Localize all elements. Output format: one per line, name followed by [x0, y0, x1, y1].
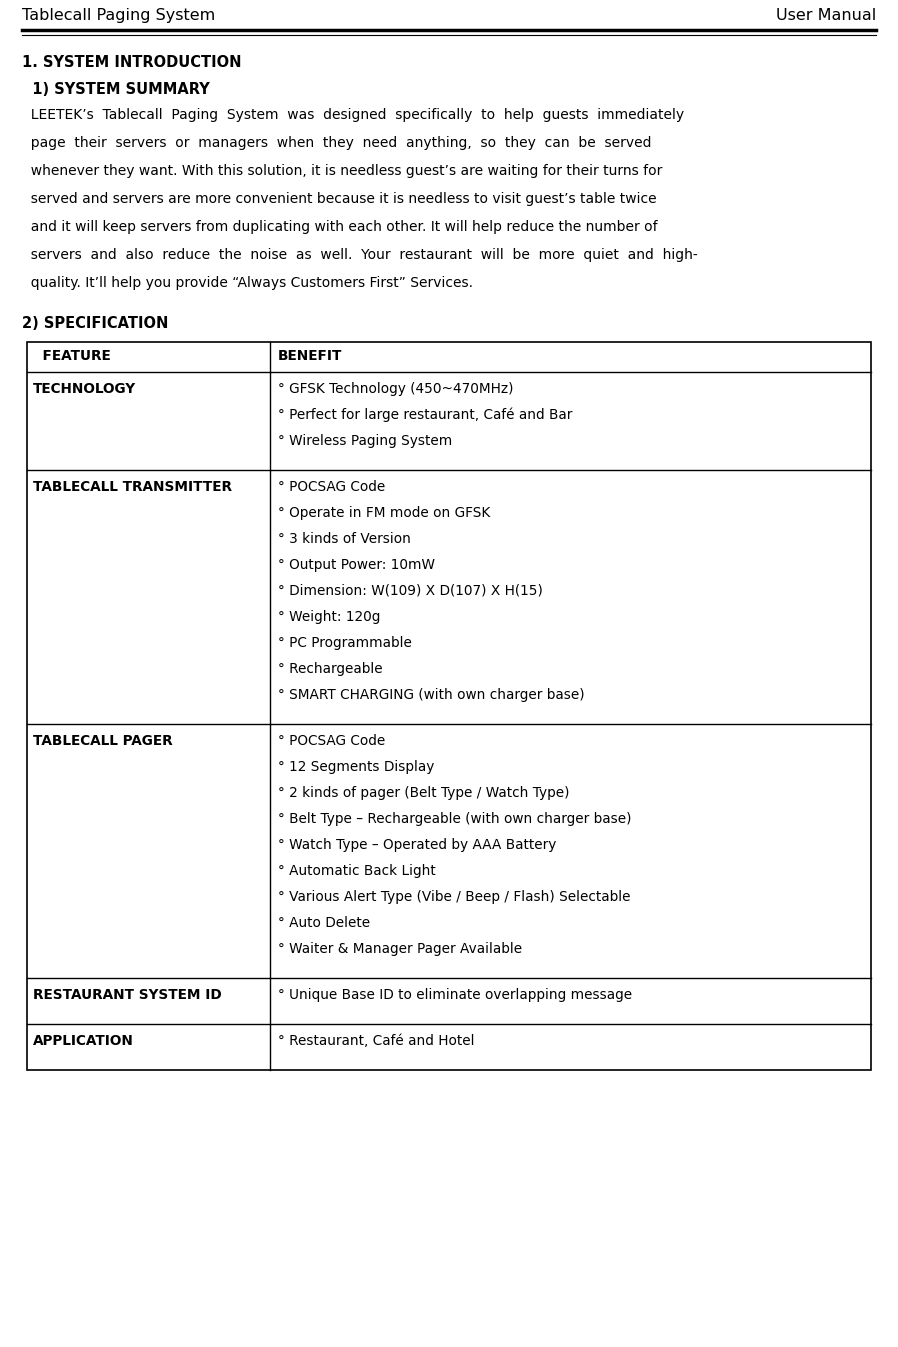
Text: ° Watch Type – Operated by AAA Battery: ° Watch Type – Operated by AAA Battery: [278, 838, 557, 853]
Text: 2) SPECIFICATION: 2) SPECIFICATION: [22, 317, 169, 331]
Text: User Manual: User Manual: [776, 8, 876, 23]
Text: ° Restaurant, Café and Hotel: ° Restaurant, Café and Hotel: [278, 1034, 474, 1048]
Text: ° Waiter & Manager Pager Available: ° Waiter & Manager Pager Available: [278, 942, 522, 956]
Text: ° Belt Type – Rechargeable (with own charger base): ° Belt Type – Rechargeable (with own cha…: [278, 812, 631, 826]
Text: quality. It’ll help you provide “Always Customers First” Services.: quality. It’ll help you provide “Always …: [22, 276, 473, 290]
Text: ° 3 kinds of Version: ° 3 kinds of Version: [278, 532, 411, 546]
Text: APPLICATION: APPLICATION: [33, 1034, 134, 1048]
Text: ° POCSAG Code: ° POCSAG Code: [278, 734, 385, 748]
Text: 1) SYSTEM SUMMARY: 1) SYSTEM SUMMARY: [22, 82, 210, 97]
Text: servers  and  also  reduce  the  noise  as  well.  Your  restaurant  will  be  m: servers and also reduce the noise as wel…: [22, 248, 698, 263]
Text: ° Unique Base ID to eliminate overlapping message: ° Unique Base ID to eliminate overlappin…: [278, 987, 632, 1002]
Text: ° Various Alert Type (Vibe / Beep / Flash) Selectable: ° Various Alert Type (Vibe / Beep / Flas…: [278, 890, 630, 904]
Text: Tablecall Paging System: Tablecall Paging System: [22, 8, 216, 23]
Text: ° Dimension: W(109) X D(107) X H(15): ° Dimension: W(109) X D(107) X H(15): [278, 585, 543, 598]
Text: whenever they want. With this solution, it is needless guest’s are waiting for t: whenever they want. With this solution, …: [22, 164, 663, 178]
Text: ° GFSK Technology (450~470MHz): ° GFSK Technology (450~470MHz): [278, 383, 514, 396]
Text: ° PC Programmable: ° PC Programmable: [278, 636, 412, 651]
Text: page  their  servers  or  managers  when  they  need  anything,  so  they  can  : page their servers or managers when they…: [22, 136, 652, 150]
Bar: [27, 342, 871, 1070]
Text: FEATURE: FEATURE: [33, 349, 110, 362]
Text: ° Automatic Back Light: ° Automatic Back Light: [278, 863, 436, 878]
Text: TABLECALL PAGER: TABLECALL PAGER: [33, 734, 172, 748]
Text: TECHNOLOGY: TECHNOLOGY: [33, 383, 136, 396]
Text: 1. SYSTEM INTRODUCTION: 1. SYSTEM INTRODUCTION: [22, 55, 242, 70]
Text: ° 12 Segments Display: ° 12 Segments Display: [278, 760, 435, 775]
Text: ° Perfect for large restaurant, Café and Bar: ° Perfect for large restaurant, Café and…: [278, 408, 572, 423]
Text: ° Rechargeable: ° Rechargeable: [278, 661, 383, 676]
Text: and it will keep servers from duplicating with each other. It will help reduce t: and it will keep servers from duplicatin…: [22, 220, 657, 234]
Text: ° Weight: 120g: ° Weight: 120g: [278, 610, 381, 624]
Text: served and servers are more convenient because it is needless to visit guest’s t: served and servers are more convenient b…: [22, 193, 656, 206]
Text: ° Output Power: 10mW: ° Output Power: 10mW: [278, 558, 435, 572]
Text: ° Operate in FM mode on GFSK: ° Operate in FM mode on GFSK: [278, 506, 490, 520]
Text: ° SMART CHARGING (with own charger base): ° SMART CHARGING (with own charger base): [278, 688, 585, 702]
Text: LEETEK’s  Tablecall  Paging  System  was  designed  specifically  to  help  gues: LEETEK’s Tablecall Paging System was des…: [22, 108, 684, 123]
Text: TABLECALL TRANSMITTER: TABLECALL TRANSMITTER: [33, 480, 232, 494]
Text: BENEFIT: BENEFIT: [278, 349, 342, 362]
Text: RESTAURANT SYSTEM ID: RESTAURANT SYSTEM ID: [33, 987, 222, 1002]
Text: ° Auto Delete: ° Auto Delete: [278, 916, 370, 929]
Text: ° Wireless Paging System: ° Wireless Paging System: [278, 434, 453, 449]
Text: ° POCSAG Code: ° POCSAG Code: [278, 480, 385, 494]
Text: ° 2 kinds of pager (Belt Type / Watch Type): ° 2 kinds of pager (Belt Type / Watch Ty…: [278, 787, 569, 800]
